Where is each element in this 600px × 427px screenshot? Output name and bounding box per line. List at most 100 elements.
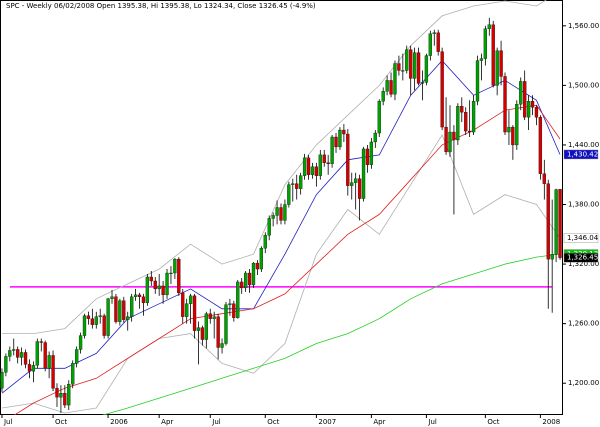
- candle-body: [440, 51, 444, 128]
- candle-body: [90, 318, 95, 325]
- candle-body: [448, 131, 452, 153]
- candle-body: [519, 81, 523, 105]
- candle-body: [405, 49, 409, 71]
- candle-body: [409, 49, 413, 79]
- candle-body: [263, 235, 267, 249]
- candle-body: [416, 52, 421, 84]
- candle-body: [141, 296, 146, 303]
- candle-body: [31, 365, 36, 372]
- x-tick-label: Jul: [211, 418, 221, 426]
- indicator-line: [1, 134, 561, 414]
- y-tick-label: 1,380.00: [568, 201, 599, 209]
- candle-body: [330, 136, 334, 164]
- y-tick-label: 1,560.00: [568, 22, 599, 30]
- candle-body: [228, 303, 232, 305]
- candle-body: [523, 81, 527, 118]
- candle-body: [98, 315, 102, 317]
- candle-body: [4, 356, 8, 373]
- candle-body: [19, 352, 24, 358]
- x-tick-label: Oct: [267, 418, 279, 426]
- candle-body: [283, 204, 287, 221]
- candle-body: [385, 80, 389, 92]
- candle-body: [295, 183, 299, 189]
- candle-body: [236, 281, 240, 318]
- candle-body: [243, 272, 248, 289]
- candle-body: [271, 215, 275, 219]
- candle-body: [208, 313, 212, 319]
- candle-body: [302, 157, 307, 176]
- candle-body: [464, 112, 468, 132]
- candle-body: [51, 355, 55, 389]
- candle-body: [350, 182, 354, 186]
- candle-body: [78, 335, 83, 350]
- y-tick-label: 1,200.00: [568, 379, 599, 387]
- candle-body: [318, 154, 322, 176]
- candle-body: [299, 175, 303, 189]
- candle-body: [460, 106, 464, 113]
- candle-body: [251, 262, 256, 286]
- x-tick-label: Jul: [3, 418, 13, 426]
- candle-body: [55, 388, 59, 398]
- candle-body: [181, 292, 185, 317]
- candle-body: [47, 355, 51, 369]
- candle-body: [71, 363, 75, 385]
- candle-body: [279, 207, 283, 221]
- candle-body: [491, 24, 495, 86]
- candle-body: [479, 58, 484, 61]
- price-tag-label: 1,326.45: [567, 254, 598, 262]
- candle-body: [8, 350, 12, 357]
- x-tick-label: Oct: [55, 418, 67, 426]
- indicator-line: [101, 253, 561, 415]
- candle-body: [133, 294, 138, 297]
- candle-body: [240, 281, 244, 289]
- candle-body: [149, 276, 153, 282]
- price-tag: [563, 149, 599, 160]
- candle-body: [173, 258, 177, 274]
- price-tag: [563, 252, 599, 263]
- indicator-line: [2, 0, 547, 334]
- candle-body: [507, 126, 511, 133]
- x-tick-label: Apr: [161, 418, 173, 426]
- candle-body: [74, 349, 79, 364]
- candle-body: [428, 33, 432, 56]
- candle-body: [369, 141, 374, 165]
- candle-body: [515, 104, 519, 146]
- candle-body: [192, 295, 197, 331]
- price-tag: [563, 233, 599, 243]
- candle-body: [487, 24, 491, 29]
- candle-body: [550, 254, 554, 260]
- candle-body: [153, 280, 157, 290]
- x-tick-label: 2006: [110, 418, 128, 426]
- candle-body: [86, 315, 91, 319]
- candle-body: [161, 285, 165, 296]
- candle-body: [542, 173, 546, 184]
- y-tick-label: 1,500.00: [568, 81, 599, 89]
- candle-body: [82, 315, 87, 336]
- candle-body: [106, 298, 110, 336]
- candle-body: [94, 316, 98, 325]
- candle-body: [259, 248, 263, 270]
- candle-body: [39, 341, 43, 343]
- candle-body: [177, 258, 181, 294]
- candle-body: [314, 166, 319, 176]
- candle-body: [232, 303, 236, 318]
- candle-body: [287, 184, 291, 205]
- candle-body: [444, 126, 448, 153]
- plot-area: [0, 0, 562, 415]
- candle-body: [357, 178, 362, 199]
- candle-body: [338, 129, 342, 148]
- candle-body: [185, 303, 189, 317]
- candle-body: [342, 129, 346, 135]
- candle-body: [456, 106, 460, 141]
- candle-body: [130, 296, 134, 317]
- candle-body: [420, 82, 425, 84]
- candle-body: [110, 296, 114, 299]
- candle-body: [114, 296, 118, 322]
- candle-body: [216, 316, 220, 348]
- candle-body: [436, 32, 440, 52]
- candle-body: [267, 218, 271, 236]
- candle-body: [188, 295, 193, 304]
- candle-body: [412, 52, 417, 79]
- y-tick-label: 1,320.00: [568, 260, 599, 268]
- x-tick-label: Oct: [487, 418, 499, 426]
